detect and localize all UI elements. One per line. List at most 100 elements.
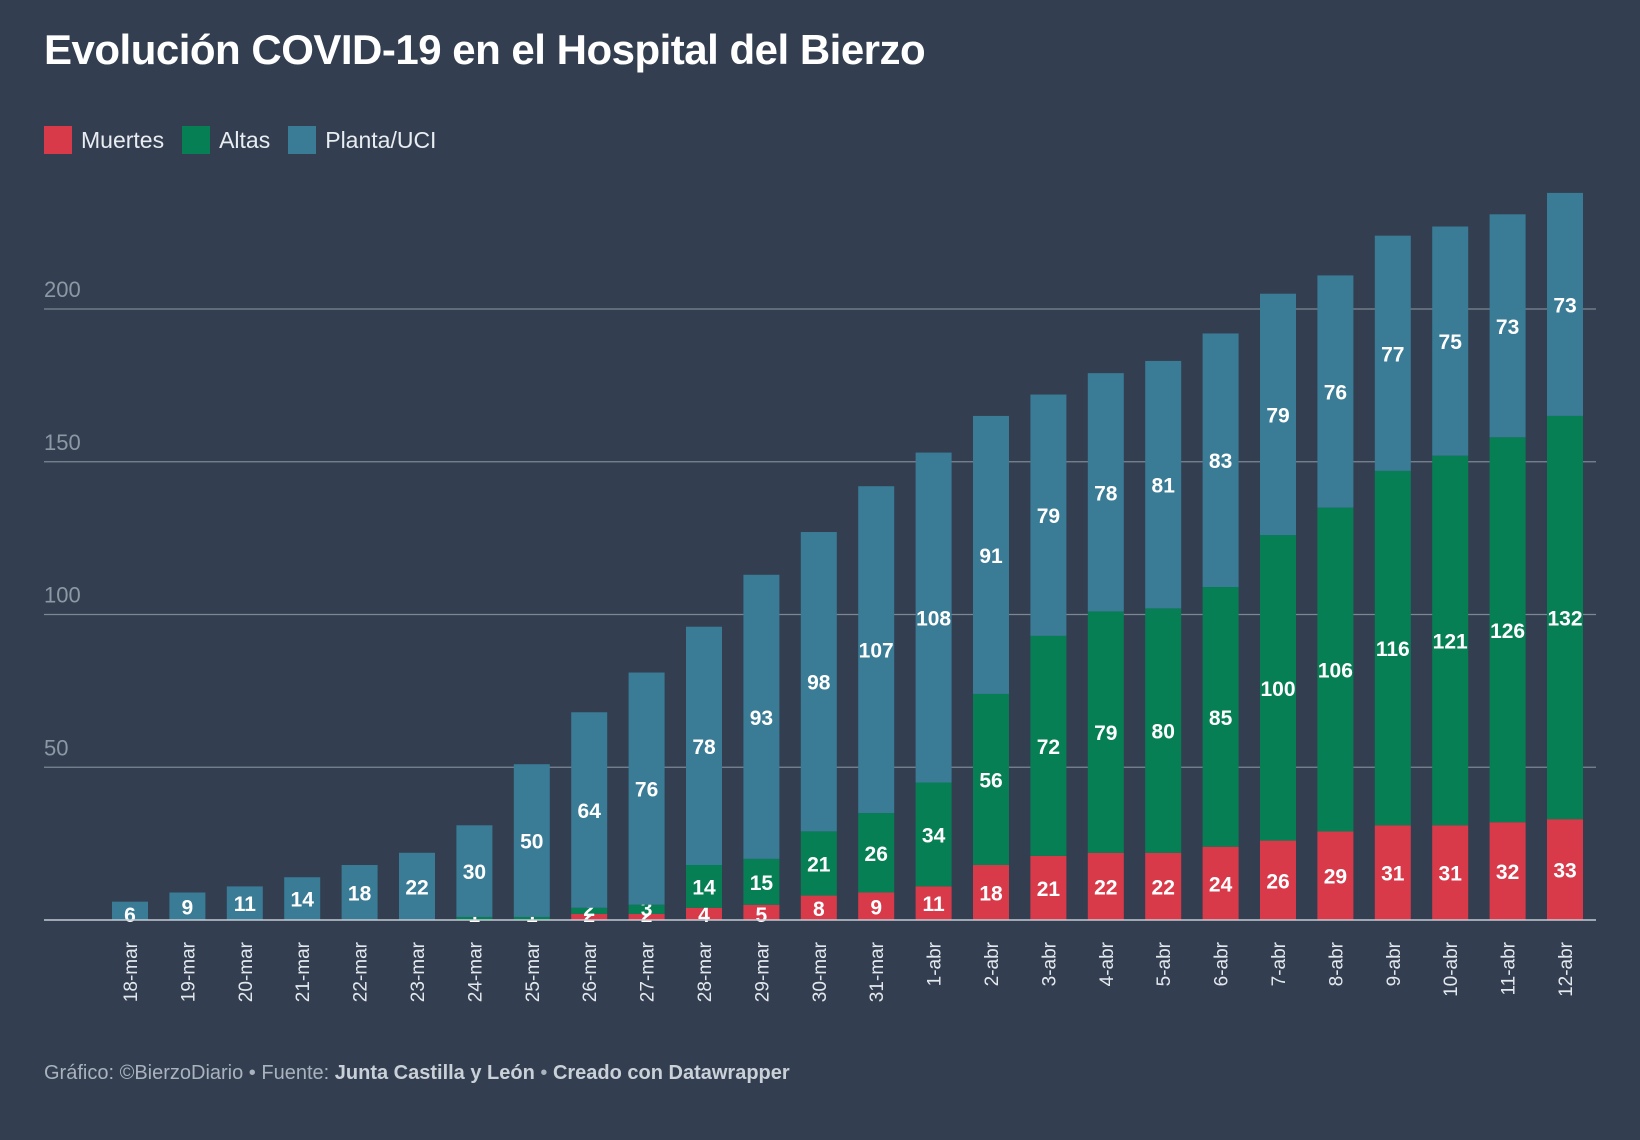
data-label: 108 <box>916 608 951 631</box>
x-tick-label: 12-abr <box>1556 941 1577 997</box>
bar-segment-altas <box>1087 611 1124 853</box>
bar-segment-muertes <box>1547 819 1583 920</box>
data-label: 77 <box>1381 343 1404 366</box>
data-label: 80 <box>1152 721 1175 744</box>
bar-segment-muertes <box>1432 825 1469 920</box>
x-tick-label: 4-abr <box>1097 941 1118 986</box>
x-tick-label: 19-mar <box>178 941 199 1002</box>
data-label: 26 <box>865 843 888 866</box>
bar-segment-muertes <box>1317 831 1354 920</box>
x-tick-label: 30-mar <box>810 941 831 1002</box>
data-label: 6 <box>124 904 136 927</box>
data-label: 106 <box>1318 659 1353 682</box>
data-label: 79 <box>1094 722 1117 745</box>
bar-segment-planta-uci <box>399 852 435 920</box>
footer-source-label: Fuente: <box>261 1062 335 1084</box>
data-label: 64 <box>578 800 602 823</box>
bar-segment-altas <box>1030 635 1067 856</box>
x-tick-label: 8-abr <box>1326 941 1347 986</box>
data-label: 79 <box>1266 404 1289 427</box>
bar-segment-planta-uci <box>1202 333 1239 588</box>
data-label: 2 <box>583 904 595 927</box>
x-tick-label: 23-mar <box>408 941 429 1002</box>
data-label: 18 <box>979 883 1003 906</box>
data-label: 81 <box>1152 475 1176 498</box>
bar-segment-altas <box>858 813 895 893</box>
data-label: 78 <box>1094 482 1118 505</box>
data-label: 26 <box>1266 870 1289 893</box>
bar-segment-muertes <box>1087 852 1124 920</box>
data-label: 22 <box>405 876 428 899</box>
data-label: 56 <box>979 769 1002 792</box>
data-label: 91 <box>979 545 1003 568</box>
chart-title: Evolución COVID-19 en el Hospital del Bi… <box>44 26 926 73</box>
data-label: 100 <box>1260 678 1295 701</box>
bar-segment-altas <box>571 907 608 914</box>
data-label: 83 <box>1209 450 1232 473</box>
bar-segment-muertes <box>1145 852 1182 920</box>
bar-segment-planta-uci <box>456 825 493 917</box>
bar-segment-muertes <box>1374 825 1411 920</box>
x-tick-label: 1-abr <box>925 941 946 986</box>
data-label: 15 <box>750 872 774 895</box>
legend-item: Altas <box>182 126 270 154</box>
bar-segment-muertes <box>973 865 1009 920</box>
data-label: 107 <box>859 640 894 663</box>
data-label: 14 <box>291 889 315 912</box>
bar-segment-planta-uci <box>915 452 952 783</box>
bar-segment-planta-uci <box>800 532 837 832</box>
data-label: 21 <box>1037 878 1061 901</box>
bar-segment-altas <box>1317 507 1354 832</box>
bar-segment-altas <box>686 865 722 908</box>
data-label: 22 <box>1152 876 1175 899</box>
bar-segment-altas <box>915 782 952 887</box>
data-label: 126 <box>1490 620 1525 643</box>
x-tick-label: 29-mar <box>752 941 773 1002</box>
x-tick-label: 22-mar <box>351 941 372 1002</box>
x-tick-label: 6-abr <box>1212 941 1233 986</box>
data-label: 121 <box>1433 630 1468 653</box>
bar-segment-altas <box>800 831 837 896</box>
bar-segment-planta-uci <box>1432 226 1469 456</box>
bar-segment-planta-uci <box>169 892 206 920</box>
stacked-bar-chart: 50 100 150 200 6 18-mar 9 19-mar 11 20-mar 14 21-ma… <box>44 192 1596 1002</box>
bar-segment-planta-uci <box>571 712 608 908</box>
legend: Muertes Altas Planta/UCI <box>44 126 454 154</box>
data-label: 75 <box>1439 331 1463 354</box>
bar-segment-muertes <box>686 907 722 920</box>
bar-segment-muertes <box>743 904 780 920</box>
footer-separator: • <box>243 1062 262 1084</box>
bar-segment-altas <box>1145 608 1182 853</box>
y-tick-label: 150 <box>44 430 81 455</box>
bar-segment-altas <box>628 904 665 914</box>
x-tick-label: 21-mar <box>293 941 314 1002</box>
x-tick-label: 9-abr <box>1384 941 1405 986</box>
bar-segment-planta-uci <box>226 886 263 920</box>
bar-segment-altas <box>1202 587 1239 847</box>
x-tick-label: 18-mar <box>121 941 142 1002</box>
x-tick-label: 26-mar <box>580 941 601 1002</box>
x-tick-label: 20-mar <box>236 941 257 1002</box>
y-tick-label: 200 <box>44 277 81 302</box>
legend-swatch <box>288 126 317 154</box>
bar-segment-planta-uci <box>1547 192 1583 416</box>
data-label: 50 <box>520 831 543 854</box>
footer-tool-link[interactable]: Creado con Datawrapper <box>552 1062 790 1084</box>
bar-segment-planta-uci <box>743 574 780 859</box>
data-label: 73 <box>1553 294 1576 317</box>
bar-segment-planta-uci <box>1145 360 1182 609</box>
bar-segment-altas <box>1432 455 1469 826</box>
data-label: 8 <box>813 898 825 921</box>
data-label: 2 <box>583 898 595 921</box>
bar-segment-altas <box>513 916 550 920</box>
bar-segment-altas <box>1489 437 1526 823</box>
data-label: 79 <box>1037 505 1060 528</box>
data-label: 9 <box>870 896 882 919</box>
data-label: 29 <box>1324 866 1347 889</box>
bar-segment-planta-uci <box>1087 373 1124 612</box>
data-label: 11 <box>922 893 945 916</box>
footer-source-link[interactable]: Junta Castilla y León <box>334 1062 535 1084</box>
legend-label: Planta/UCI <box>325 126 437 153</box>
bar-segment-altas <box>743 858 780 905</box>
bar-segment-muertes <box>1489 822 1526 920</box>
